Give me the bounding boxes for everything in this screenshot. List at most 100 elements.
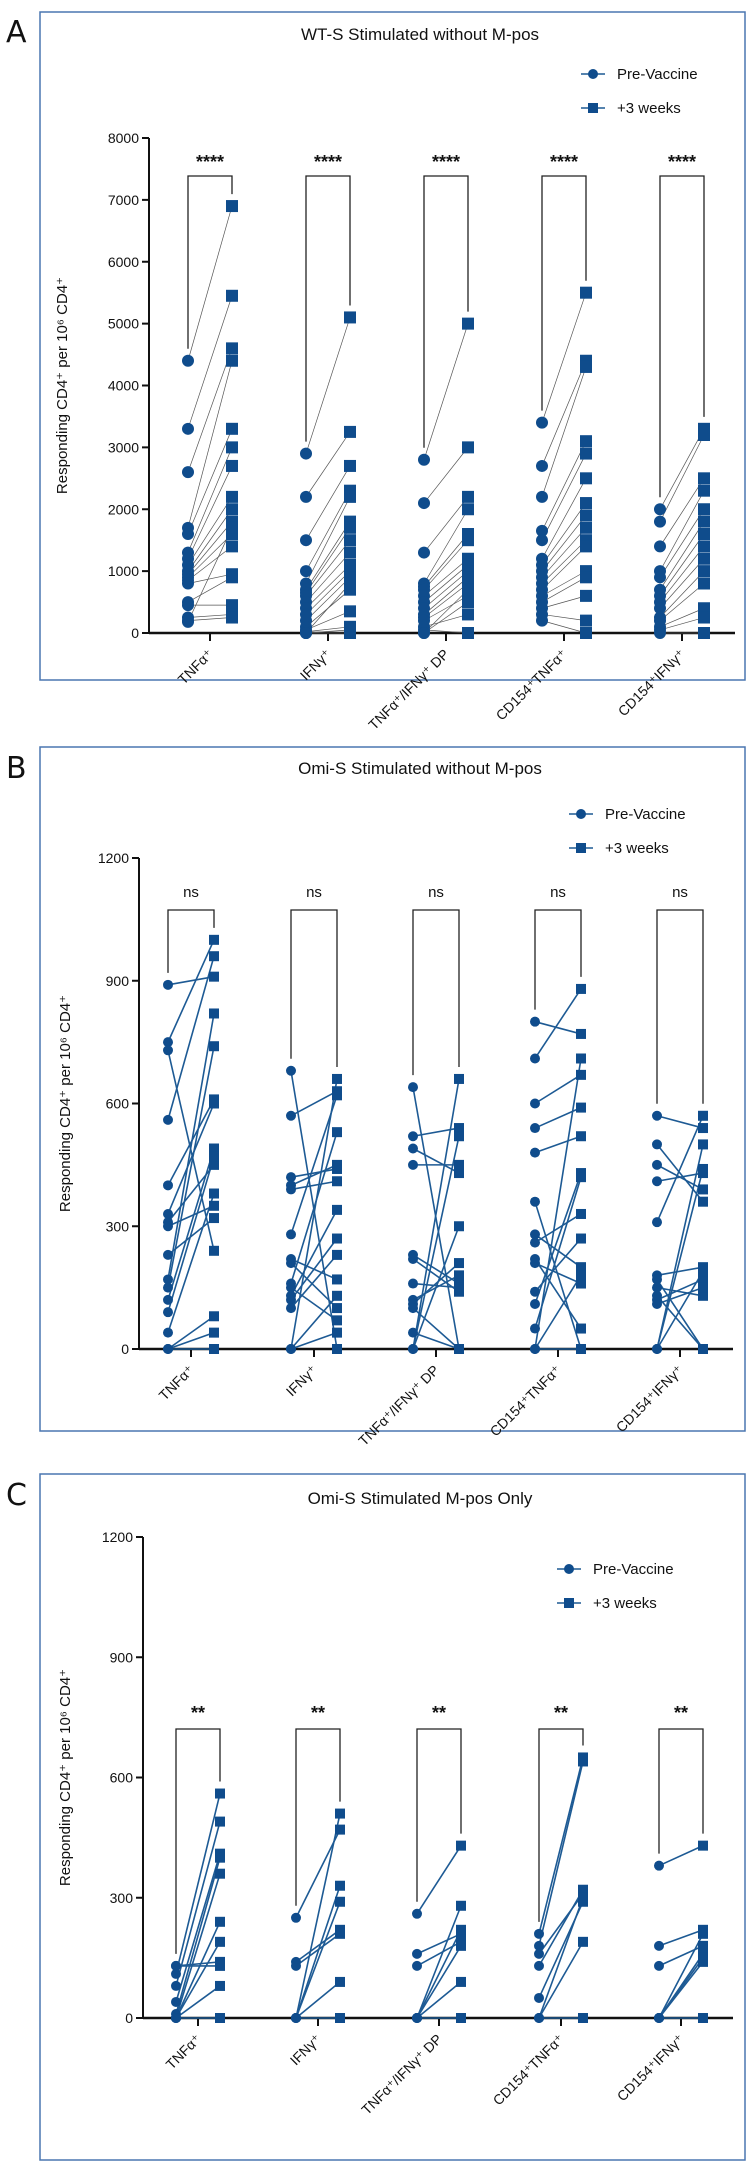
pair-line (659, 509, 705, 578)
pre-vaccine-point (530, 1286, 540, 1297)
post-3-weeks-point (454, 1282, 464, 1293)
chart-title: Omi-S Stimulated without M-pos (298, 759, 542, 778)
x-tick-label: CD154⁺TNFα⁺ (493, 646, 571, 724)
pair-line (656, 1115, 704, 1223)
pre-vaccine-point (534, 2013, 544, 2023)
significance-bracket (175, 1728, 221, 1954)
significance-bracket (658, 1728, 704, 1854)
pre-vaccine-point (534, 1948, 544, 1959)
post-3-weeks-point (335, 1896, 345, 1907)
post-3-weeks-point (454, 1270, 464, 1281)
legend-marker-3-weeks (564, 1598, 574, 1608)
post-3-weeks-point (215, 1816, 225, 1827)
pre-vaccine-point (536, 459, 548, 472)
x-tick-label: IFNγ⁺ (297, 646, 334, 683)
pair-line (412, 1078, 460, 1350)
post-3-weeks-point (332, 1303, 342, 1314)
post-3-weeks-point (335, 1824, 345, 1835)
pair-line (541, 620, 587, 634)
post-3-weeks-point (226, 200, 238, 213)
pre-vaccine-point (163, 1180, 173, 1191)
x-tick-label: TNFα⁺/IFNγ⁺ DP (358, 2031, 445, 2118)
pair-line (656, 1115, 704, 1129)
pair-line (187, 447, 233, 553)
significance-bracket (656, 909, 704, 1104)
post-3-weeks-point (456, 1840, 466, 1851)
legend-marker-3-weeks (576, 843, 586, 853)
pair-line (659, 607, 705, 628)
x-tick-label: CD154⁺IFNγ⁺ (614, 2031, 687, 2104)
pair-line (534, 988, 582, 1059)
pre-vaccine-point (418, 627, 430, 639)
significance-label: **** (668, 152, 696, 172)
pair-line (541, 502, 587, 566)
legend-label: +3 weeks (593, 1595, 657, 1612)
post-3-weeks-point (332, 1249, 342, 1260)
pair-line (659, 428, 705, 510)
group-2: TNFα⁺/IFNγ⁺ DP ns (355, 884, 464, 1449)
pair-line (541, 441, 587, 532)
post-3-weeks-point (344, 521, 356, 534)
pair-line (534, 1258, 582, 1329)
pair-line (305, 629, 351, 634)
pre-vaccine-point (291, 1912, 301, 1923)
post-3-weeks-point (576, 1323, 586, 1334)
y-tick-label: 900 (106, 973, 130, 989)
pair-line (423, 447, 469, 504)
y-tick-label: 6000 (108, 254, 139, 270)
post-3-weeks-point (226, 503, 238, 516)
post-3-weeks-point (226, 571, 238, 584)
y-tick-label: 300 (110, 1890, 134, 1906)
pair-line (187, 533, 233, 578)
significance-label: **** (550, 152, 578, 172)
pair-line (290, 1164, 338, 1187)
pre-vaccine-point (408, 1278, 418, 1289)
pre-vaccine-point (182, 422, 194, 435)
post-3-weeks-point (209, 951, 219, 962)
pair-line (423, 509, 469, 584)
pre-vaccine-point (652, 1282, 662, 1293)
post-3-weeks-point (576, 1270, 586, 1281)
y-tick-label: 1200 (98, 850, 129, 866)
group-1: IFNγ⁺ ns (283, 884, 342, 1399)
pre-vaccine-point (286, 1229, 296, 1240)
panel-A: A WT-S Stimulated without M-pos 0 1000 2000 3… (6, 11, 746, 733)
pair-line (538, 1893, 584, 1955)
pair-line (538, 1941, 584, 2019)
pre-vaccine-point (652, 1110, 662, 1121)
post-3-weeks-point (576, 1208, 586, 1219)
pair-line (541, 570, 587, 597)
pair-line (305, 577, 351, 621)
post-3-weeks-point (698, 540, 710, 553)
post-3-weeks-point (576, 1344, 586, 1354)
pre-vaccine-point (300, 534, 312, 547)
pair-line (187, 527, 233, 623)
pre-vaccine-point (408, 1131, 418, 1142)
pair-line (659, 434, 705, 522)
post-3-weeks-point (454, 1221, 464, 1232)
post-3-weeks-point (462, 534, 474, 547)
legend-label: +3 weeks (605, 840, 669, 857)
pair-line (541, 546, 587, 590)
significance-label: ** (191, 1703, 205, 1723)
post-3-weeks-point (226, 422, 238, 435)
y-tick-label: 5000 (108, 316, 139, 332)
post-3-weeks-point (580, 627, 592, 639)
post-3-weeks-point (332, 1204, 342, 1215)
post-3-weeks-point (698, 1840, 708, 1851)
pair-line (412, 1225, 460, 1350)
pre-vaccine-point (536, 490, 548, 503)
y-tick-label: 600 (106, 1096, 130, 1112)
pre-vaccine-point (163, 1282, 173, 1293)
post-3-weeks-point (332, 1090, 342, 1101)
post-3-weeks-point (335, 1976, 345, 1987)
post-3-weeks-point (332, 1233, 342, 1244)
pre-vaccine-point (163, 1249, 173, 1260)
post-3-weeks-point (209, 1151, 219, 1162)
pre-vaccine-point (654, 1940, 664, 1951)
pre-vaccine-point (652, 1159, 662, 1170)
chart-title: WT-S Stimulated without M-pos (301, 25, 539, 44)
pre-vaccine-point (182, 599, 194, 612)
pair-line (541, 360, 587, 467)
pair-line (290, 1090, 338, 1117)
